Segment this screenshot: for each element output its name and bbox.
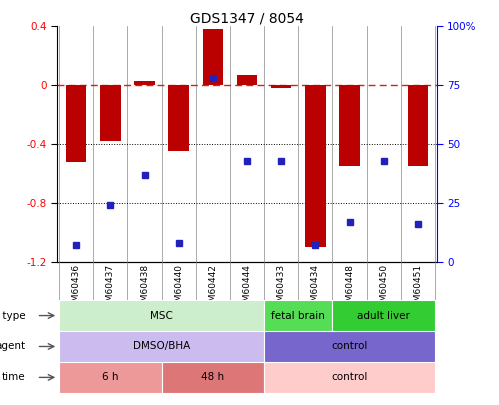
Text: control: control [331,341,368,352]
Bar [305,85,325,247]
Text: GSM60436: GSM60436 [72,264,81,313]
Text: GSM60438: GSM60438 [140,264,149,313]
Bar [264,362,435,393]
Text: GSM60437: GSM60437 [106,264,115,313]
Bar [332,300,435,331]
Text: time: time [1,372,25,382]
Bar [59,300,264,331]
Bar [59,362,162,393]
Bar [162,362,264,393]
Bar [271,85,291,88]
Bar [339,85,360,166]
Bar [237,75,257,85]
Text: GSM60448: GSM60448 [345,264,354,313]
Bar [100,85,121,141]
Text: GSM60444: GSM60444 [243,264,251,313]
Bar [408,85,428,166]
Text: GSM60450: GSM60450 [379,264,388,313]
Bar [203,29,223,85]
Text: control: control [331,372,368,382]
Bar [59,331,264,362]
Bar [134,81,155,85]
Bar [264,300,332,331]
Text: GSM60451: GSM60451 [413,264,422,313]
Text: DMSO/BHA: DMSO/BHA [133,341,190,352]
Text: GSM60434: GSM60434 [311,264,320,313]
Text: GSM60433: GSM60433 [276,264,285,313]
Bar [66,85,86,162]
Text: fetal brain: fetal brain [271,311,325,321]
Title: GDS1347 / 8054: GDS1347 / 8054 [190,11,304,25]
Text: 48 h: 48 h [201,372,225,382]
Text: GSM60442: GSM60442 [209,264,218,313]
Text: agent: agent [0,341,25,352]
Text: GSM60440: GSM60440 [174,264,183,313]
Bar [169,85,189,151]
Bar [264,331,435,362]
Text: 6 h: 6 h [102,372,119,382]
Text: adult liver: adult liver [357,311,410,321]
Text: MSC: MSC [150,311,173,321]
Text: cell type: cell type [0,311,25,321]
